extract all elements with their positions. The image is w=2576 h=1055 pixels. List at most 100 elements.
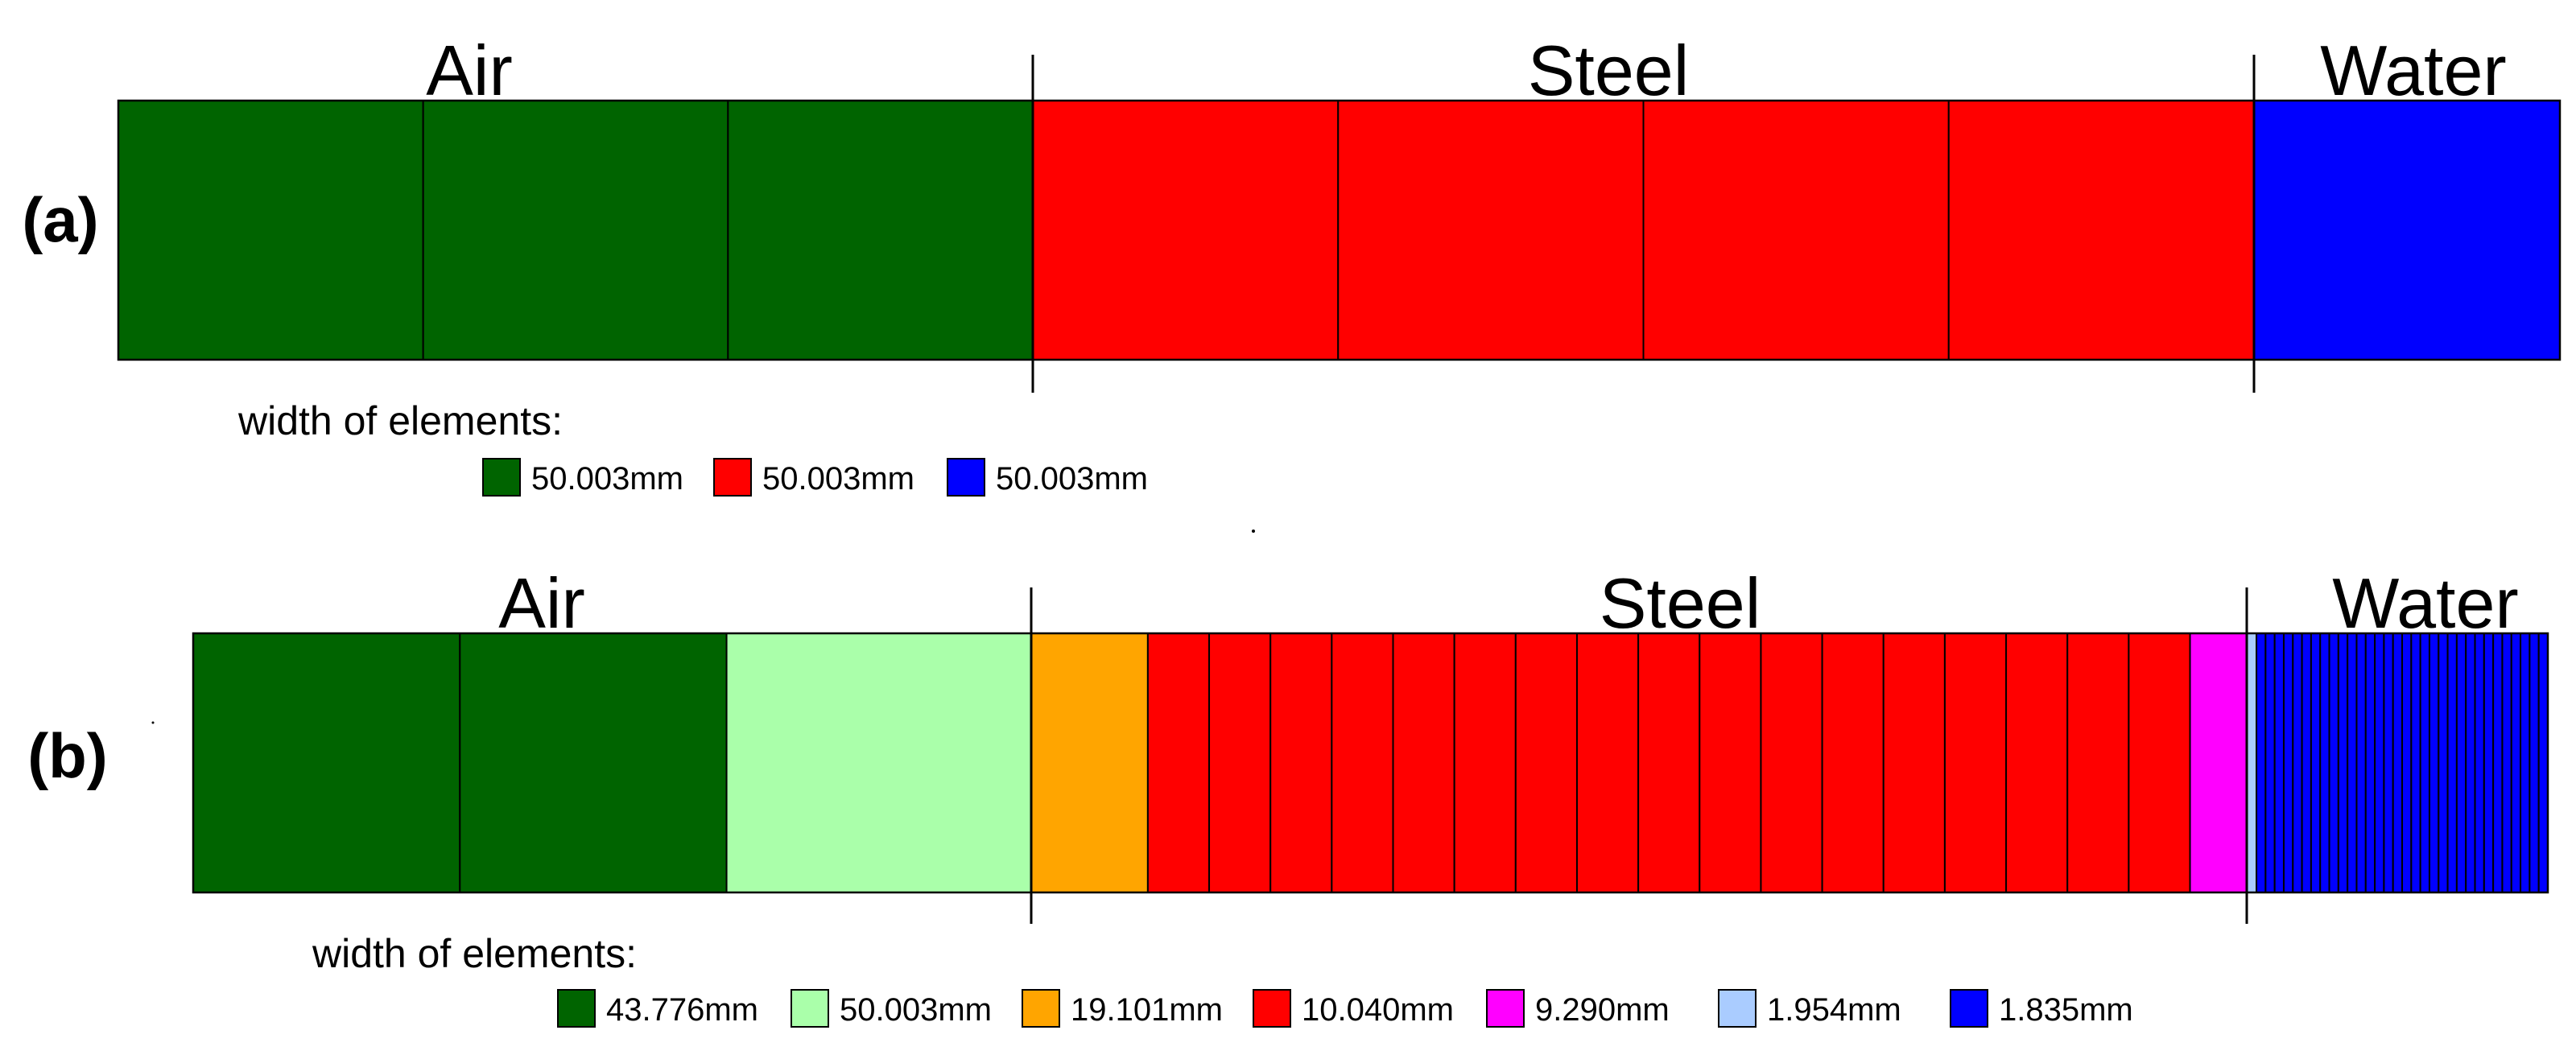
panel-b-element-cell bbox=[192, 633, 461, 893]
panel-b-element-cell bbox=[2347, 633, 2358, 893]
panel-b-element-cell bbox=[1637, 633, 1701, 893]
panel-b-legend-label: 9.290mm bbox=[1535, 992, 1670, 1028]
panel-b-legend-item: 1.835mm bbox=[1950, 989, 2133, 1028]
panel-a-region-water-label: Water bbox=[2320, 31, 2506, 110]
panel-b-element-cell bbox=[2428, 633, 2440, 893]
panel-a-legend-item: 50.003mm bbox=[482, 458, 683, 497]
panel-b-element-cell bbox=[2264, 633, 2276, 893]
panel-b-element-cell bbox=[2364, 633, 2376, 893]
panel-a-element-cell bbox=[1642, 100, 1950, 361]
panel-b-region-water-label: Water bbox=[2332, 563, 2518, 643]
panel-b-element-cell bbox=[2520, 633, 2531, 893]
panel-b-legend-swatch bbox=[1253, 989, 1291, 1028]
stray-dot bbox=[1252, 530, 1255, 533]
panel-b-legend-item: 9.290mm bbox=[1486, 989, 1670, 1028]
panel-a-region-steel-label: Steel bbox=[1528, 31, 1690, 110]
panel-b-element-bar bbox=[192, 632, 2549, 894]
panel-b-bar-outline bbox=[192, 632, 2549, 894]
panel-a-label: (a) bbox=[22, 184, 98, 255]
panel-b-element-cell bbox=[2282, 633, 2294, 893]
panel-a-region-air-label: Air bbox=[426, 31, 513, 110]
panel-b-element-cell bbox=[2392, 633, 2404, 893]
panel-b-element-cell bbox=[2501, 633, 2512, 893]
panel-a-legend-item: 50.003mm bbox=[713, 458, 914, 497]
panel-b-element-cell bbox=[459, 633, 728, 893]
panel-a: (a) Air Steel Water width of elements: 5… bbox=[22, 31, 2562, 497]
panel-a-element-cell bbox=[118, 100, 424, 361]
panel-b-element-cell bbox=[2529, 633, 2540, 893]
panel-b-element-cell bbox=[2474, 633, 2485, 893]
panel-a-element-cell bbox=[422, 100, 729, 361]
panel-b-legend-item: 43.776mm bbox=[557, 989, 758, 1028]
panel-a-element-cell bbox=[727, 100, 1034, 361]
panel-a-element-bar bbox=[117, 99, 2562, 361]
panel-a-legend: 50.003mm 50.003mm 50.003mm bbox=[482, 458, 1148, 497]
panel-b-element-cell bbox=[2483, 633, 2495, 893]
panel-b-element-cell bbox=[2510, 633, 2522, 893]
panel-a-legend-label: 50.003mm bbox=[531, 461, 683, 497]
panel-b-element-cell bbox=[2492, 633, 2504, 893]
panel-b-element-cell bbox=[1514, 633, 1578, 893]
panel-b-legend-swatch bbox=[1486, 989, 1525, 1028]
panel-b-element-cell bbox=[2301, 633, 2312, 893]
panel-b-element-cell bbox=[2537, 633, 2549, 893]
panel-b-label: (b) bbox=[27, 720, 108, 791]
panel-b-element-cell bbox=[2066, 633, 2130, 893]
panel-b-element-cell bbox=[2256, 633, 2267, 893]
panel-b-element-cell bbox=[2310, 633, 2322, 893]
panel-a-legend-label: 50.003mm bbox=[996, 461, 1148, 497]
panel-a-bar-outline bbox=[117, 99, 2562, 361]
panel-b-legend-swatch bbox=[1022, 989, 1060, 1028]
panel-b-legend-label: 50.003mm bbox=[840, 992, 992, 1028]
panel-b-legend-item: 10.040mm bbox=[1253, 989, 1454, 1028]
panel-b-element-cell bbox=[1575, 633, 1640, 893]
panel-b-element-cell bbox=[1146, 633, 1211, 893]
panel-a-legend-label: 50.003mm bbox=[762, 461, 914, 497]
panel-b-element-cell bbox=[2438, 633, 2449, 893]
panel-b-element-cell bbox=[1208, 633, 1272, 893]
panel-b-element-cell bbox=[1392, 633, 1455, 893]
panel-b-element-cell bbox=[2292, 633, 2303, 893]
panel-b-element-cell bbox=[1882, 633, 1946, 893]
panel-b-region-steel-label: Steel bbox=[1600, 563, 1761, 643]
panel-b-legend-swatch bbox=[557, 989, 596, 1028]
panel-b-element-cell bbox=[1760, 633, 1823, 893]
panel-a-element-cell bbox=[1947, 100, 2255, 361]
panel-b-legend-label: 19.101mm bbox=[1071, 992, 1223, 1028]
panel-a-element-cell bbox=[1337, 100, 1645, 361]
panel-a-legend-swatch bbox=[713, 458, 752, 497]
panel-b-element-cell bbox=[2319, 633, 2330, 893]
panel-b-legend-swatch bbox=[1718, 989, 1757, 1028]
panel-b-legend-swatch bbox=[791, 989, 829, 1028]
panel-b-element-cell bbox=[2465, 633, 2476, 893]
panel-b-element-cell bbox=[2246, 633, 2258, 893]
panel-b-legend-item: 1.954mm bbox=[1718, 989, 1901, 1028]
panel-b-element-cell bbox=[1453, 633, 1517, 893]
panel-b-legend-label: 1.835mm bbox=[1999, 992, 2133, 1028]
panel-b-legend: 43.776mm 50.003mm 19.101mm 10.040mm 9.29… bbox=[557, 989, 2133, 1028]
stray-dot bbox=[151, 721, 155, 724]
panel-b-element-cell bbox=[1269, 633, 1333, 893]
panel-b-element-cell bbox=[2401, 633, 2413, 893]
panel-b-element-cell bbox=[2005, 633, 2069, 893]
panel-b-element-cell bbox=[1331, 633, 1394, 893]
panel-b-region-air-label: Air bbox=[498, 563, 585, 643]
panel-b-element-cell bbox=[2337, 633, 2349, 893]
panel-a-legend-item: 50.003mm bbox=[947, 458, 1148, 497]
panel-b-element-cell bbox=[2328, 633, 2339, 893]
panel-b-element-cell bbox=[2419, 633, 2430, 893]
panel-b-legend-item: 19.101mm bbox=[1022, 989, 1223, 1028]
panel-b-element-cell bbox=[725, 633, 1033, 893]
panel-a-legend-title: width of elements: bbox=[237, 398, 563, 443]
panel-b-legend-item: 50.003mm bbox=[791, 989, 992, 1028]
panel-b-element-cell bbox=[1943, 633, 2008, 893]
panel-b-element-cell bbox=[2410, 633, 2421, 893]
panel-b-element-cell bbox=[1821, 633, 1885, 893]
panel-a-element-cell bbox=[2253, 100, 2561, 361]
panel-b-element-cell bbox=[2355, 633, 2367, 893]
panel-a-element-cell bbox=[1032, 100, 1340, 361]
panel-b-element-cell bbox=[1699, 633, 1762, 893]
panel-a-legend-swatch bbox=[947, 458, 985, 497]
panel-b-legend-label: 10.040mm bbox=[1302, 992, 1454, 1028]
